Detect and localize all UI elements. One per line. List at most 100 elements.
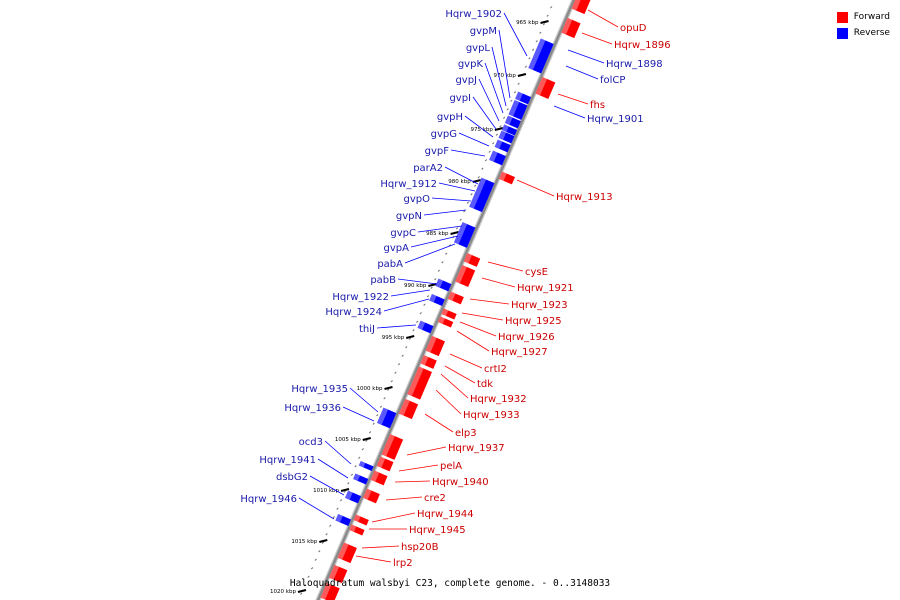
gene-label-forward: Hqrw_1913 [556, 192, 613, 203]
gene-label-forward: pelA [440, 461, 462, 472]
gene-label-reverse: Hqrw_1902 [445, 9, 502, 20]
gene-highlight [508, 106, 517, 117]
connector-forward [461, 312, 504, 321]
tick-mark [428, 283, 437, 287]
gene-highlight [498, 130, 507, 140]
scale-dot [434, 278, 437, 281]
scale-dot [405, 346, 408, 349]
scale-dot [376, 414, 379, 417]
gene-label-reverse: dsbG2 [276, 472, 308, 483]
gene-feature [320, 582, 340, 600]
gene-label-reverse: gvpL [466, 43, 491, 54]
scale-dot [466, 201, 470, 204]
tick-mark [362, 437, 371, 441]
gene-label-reverse: gvpH [437, 112, 463, 123]
gene-highlight [511, 100, 520, 109]
connector-forward [394, 480, 431, 483]
connector-forward [355, 555, 392, 563]
scale-dot [332, 516, 336, 519]
gene-highlight [571, 0, 581, 11]
gene-feature [417, 320, 434, 334]
connector-reverse [410, 235, 459, 248]
gene-feature [498, 130, 515, 144]
gene-label-forward: Hqrw_1945 [409, 525, 466, 536]
gene-label-forward: Hqrw_1925 [505, 316, 562, 327]
gene-highlight [407, 368, 423, 397]
scale-dot [423, 303, 426, 306]
gene-feature [353, 514, 369, 526]
connector-forward [516, 179, 555, 197]
gene-highlight [425, 335, 437, 353]
tick-mark [319, 539, 328, 543]
gene-highlight [329, 564, 340, 580]
legend-item-forward: Forward [836, 9, 890, 25]
gene-feature [370, 470, 388, 486]
scale-dot [361, 448, 364, 451]
gene-feature [337, 544, 356, 564]
scale-dot [303, 584, 307, 587]
tick-label: 1005 kbp [335, 437, 361, 443]
connector-reverse [317, 458, 349, 479]
gene-features [320, 0, 591, 600]
connector-forward [553, 105, 586, 119]
connector-forward [440, 373, 469, 399]
scale-dot [510, 99, 513, 102]
gene-highlight [515, 91, 523, 101]
scale-dot [459, 218, 462, 221]
scale-dot [535, 40, 538, 43]
gene-feature [363, 488, 380, 504]
gene-label-forward: Hqrw_1927 [491, 347, 548, 358]
scale-dot [528, 57, 531, 60]
gene-feature [435, 278, 452, 292]
tick-label: 985 kbp [426, 231, 449, 237]
gene-feature [376, 415, 394, 429]
scale-dot [477, 176, 480, 179]
gene-feature [420, 355, 437, 369]
scale-dot [542, 23, 546, 26]
legend-label-reverse: Reverse [853, 28, 890, 38]
connector-forward [487, 261, 524, 272]
gene-label-forward: Hqrw_1926 [498, 332, 555, 343]
scale-dot [379, 405, 383, 408]
gene-feature [501, 124, 518, 136]
gene-feature [528, 38, 554, 74]
connector-reverse [472, 96, 497, 130]
gene-feature [379, 407, 397, 423]
gene-label-reverse: gvpM [470, 26, 497, 37]
gene-highlight [435, 278, 444, 288]
gene-highlight [438, 316, 445, 324]
legend-label-forward: Forward [853, 12, 890, 22]
gene-highlight [353, 473, 361, 481]
gene-label-forward: elp3 [455, 428, 477, 439]
legend: Forward Reverse [836, 9, 890, 41]
connector-forward [361, 545, 400, 549]
connector-reverse [438, 182, 476, 192]
scale-dot [502, 116, 506, 119]
gene-label-forward: crtI2 [484, 364, 507, 375]
scale-dot [368, 431, 372, 434]
gene-highlight [535, 76, 548, 96]
gene-label-forward: Hqrw_1944 [417, 509, 474, 520]
gene-feature [455, 264, 476, 288]
tick-mark [297, 589, 307, 593]
gene-label-forward: tdk [477, 379, 493, 390]
genome-caption: Haloquadratum walsbyi C23, complete geno… [289, 578, 611, 589]
scale-dot [350, 473, 354, 476]
gene-label-reverse: Hqrw_1924 [325, 307, 382, 318]
connector-forward [469, 298, 510, 305]
tick-mark [340, 488, 350, 492]
legend-item-reverse: Reverse [836, 25, 890, 41]
connector-reverse [464, 115, 494, 138]
connector-forward [371, 512, 416, 523]
gene-label-reverse: pabA [377, 259, 403, 270]
scale-dot [481, 167, 484, 170]
gene-highlight [489, 150, 498, 162]
gene-feature [508, 106, 525, 120]
connector-forward [459, 321, 497, 337]
scale-dot [546, 14, 549, 17]
connector-reverse [484, 62, 504, 114]
gene-label-forward: fhs [590, 100, 605, 111]
scale-dot [408, 337, 412, 340]
scale-dot [506, 108, 509, 111]
gene-highlight [363, 488, 372, 500]
